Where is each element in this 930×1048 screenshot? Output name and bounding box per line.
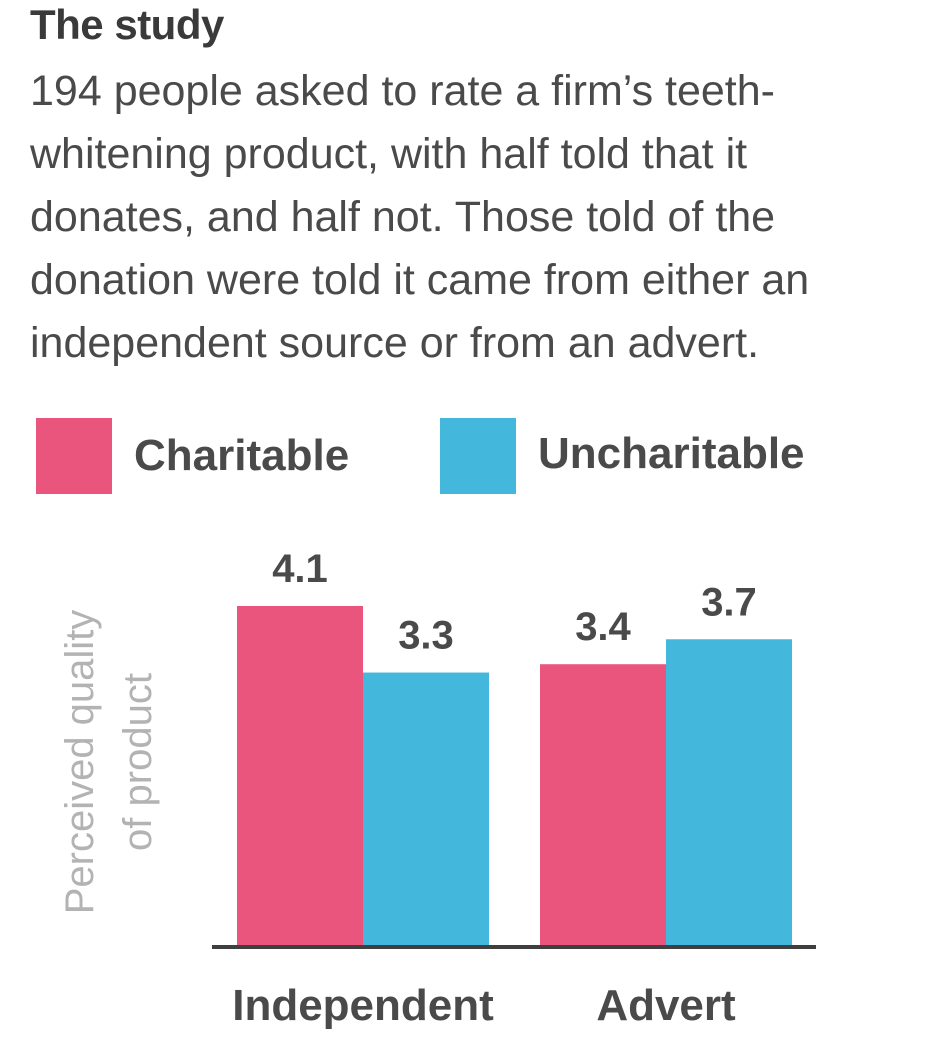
y-axis-label: Perceived quality of product [58,610,160,915]
bar-advert-uncharitable [666,639,792,947]
data-label-independent-charitable: 4.1 [272,547,328,591]
legend-swatch-uncharitable [440,418,516,494]
legend-label-charitable: Charitable [134,431,350,480]
x-tick-label-independent: Independent [232,981,494,1030]
data-label-advert-charitable: 3.4 [575,605,631,649]
legend-swatch-charitable [36,418,112,494]
page-title: The study [30,1,224,48]
legend-label-uncharitable: Uncharitable [538,429,805,478]
x-tick-label-advert: Advert [596,981,736,1030]
bar-independent-uncharitable [363,672,489,947]
y-axis-label-line: Perceived quality [58,610,102,915]
y-axis-label-line: of product [116,673,160,851]
study-description: 194 people asked to rate a firm’s teeth-… [30,67,810,367]
data-label-independent-uncharitable: 3.3 [398,614,454,658]
bar-independent-charitable [237,606,363,947]
bar-advert-charitable [540,664,666,947]
data-label-advert-uncharitable: 3.7 [701,580,757,624]
